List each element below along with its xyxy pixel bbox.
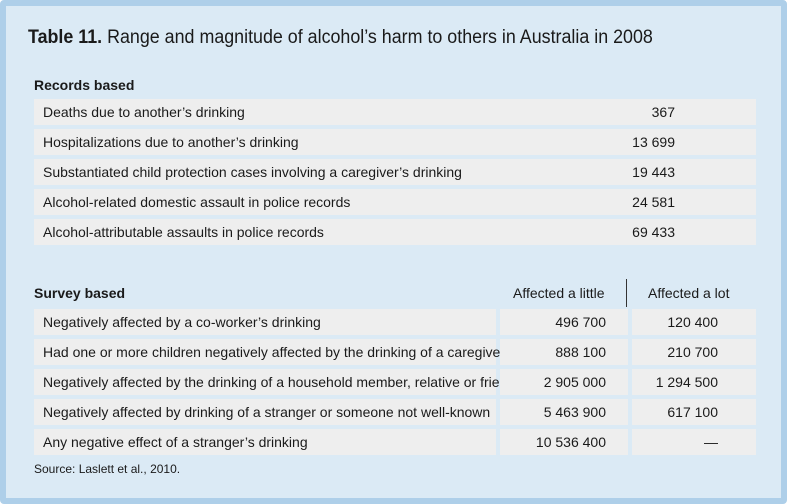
- table-row: Alcohol-related domestic assault in poli…: [34, 189, 756, 215]
- table-row: Had one or more children negatively affe…: [34, 339, 756, 365]
- table-row: Negatively affected by a co-worker’s dri…: [34, 309, 756, 335]
- column-divider: [626, 279, 627, 307]
- affected-little-value: 10 536 400: [500, 429, 628, 455]
- row-value: 24 581: [632, 194, 675, 210]
- row-label: Deaths due to another’s drinking: [34, 99, 756, 125]
- column-header-affected-little: Affected a little: [513, 285, 605, 301]
- survey-heading: Survey based: [34, 285, 126, 301]
- row-value: 13 699: [632, 134, 675, 150]
- row-value: 19 443: [632, 164, 675, 180]
- table-caption: Range and magnitude of alcohol’s harm to…: [102, 27, 653, 48]
- row-label: Substantiated child protection cases inv…: [34, 159, 756, 185]
- table-row: Substantiated child protection cases inv…: [34, 159, 756, 185]
- row-label: Had one or more children negatively affe…: [34, 339, 505, 365]
- row-label: Negatively affected by drinking of a str…: [34, 399, 496, 425]
- affected-lot-value: 617 100: [632, 399, 756, 425]
- row-label: Alcohol-attributable assaults in police …: [34, 219, 756, 245]
- row-label: Hospitalizations due to another’s drinki…: [34, 129, 756, 155]
- row-label: Alcohol-related domestic assault in poli…: [34, 189, 756, 215]
- survey-table: Negatively affected by a co-worker’s dri…: [34, 309, 756, 459]
- affected-lot-value: 120 400: [632, 309, 756, 335]
- table-row: Hospitalizations due to another’s drinki…: [34, 129, 756, 155]
- row-label: Negatively affected by the drinking of a…: [34, 369, 515, 395]
- table-row: Negatively affected by the drinking of a…: [34, 369, 756, 395]
- affected-little-value: 5 463 900: [500, 399, 628, 425]
- table-row: Deaths due to another’s drinking 367: [34, 99, 756, 125]
- row-value: 69 433: [632, 224, 675, 240]
- row-value: 367: [651, 104, 675, 120]
- table-number: Table 11.: [28, 27, 103, 48]
- source-note: Source: Laslett et al., 2010.: [34, 462, 181, 476]
- table-row: Negatively affected by drinking of a str…: [34, 399, 756, 425]
- table-title: Table 11. Range and magnitude of alcohol…: [28, 27, 653, 49]
- table-row: Any negative effect of a stranger’s drin…: [34, 429, 756, 455]
- affected-little-value: 496 700: [500, 309, 628, 335]
- column-header-affected-lot: Affected a lot: [648, 285, 730, 301]
- affected-little-value: 2 905 000: [500, 369, 628, 395]
- affected-lot-value: 1 294 500: [632, 369, 756, 395]
- records-table: Deaths due to another’s drinking 367 Hos…: [34, 99, 756, 249]
- affected-lot-value: —: [632, 429, 756, 455]
- affected-little-value: 888 100: [500, 339, 628, 365]
- row-label: Any negative effect of a stranger’s drin…: [34, 429, 496, 455]
- row-label: Negatively affected by a co-worker’s dri…: [34, 309, 496, 335]
- affected-lot-value: 210 700: [632, 339, 756, 365]
- records-heading: Records based: [34, 77, 135, 93]
- table-row: Alcohol-attributable assaults in police …: [34, 219, 756, 245]
